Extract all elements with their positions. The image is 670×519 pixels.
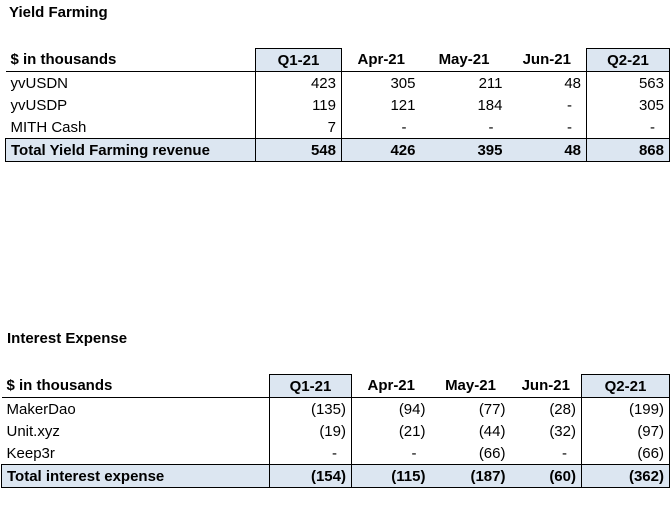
yield-farming-table: $ in thousands Q1-21 Apr-21 May-21 Jun-2… [5,48,670,162]
cell-jun: (28) [549,400,576,418]
cell-q1: - [269,442,352,465]
total-row: Total Yield Farming revenue 548 426 395 … [5,138,670,162]
total-q1: (154) [269,464,352,488]
table-row: Keep3r - - (66) - (66) [2,442,670,465]
cell-apr: - [411,444,417,462]
cell-q2: (97) [581,420,670,442]
table-row: MITH Cash 7 - - - - [6,116,670,139]
cell-q2: (199) [581,397,670,420]
total-q2: 868 [586,138,670,162]
cell-q1: 7 [255,116,342,139]
header-may: May-21 [420,48,508,72]
table-row: yvUSDP 119 121 184 - 305 [6,94,670,116]
total-jun: 48 [507,138,587,162]
header-q2: Q2-21 [581,374,670,398]
table-header-row: $ in thousands Q1-21 Apr-21 May-21 Jun-2… [5,48,670,72]
cell-apr: 305 [390,74,416,92]
header-q2: Q2-21 [586,48,670,72]
yield-farming-title: Yield Farming [9,4,108,21]
cell-jun: - [567,118,572,136]
interest-expense-table: $ in thousands Q1-21 Apr-21 May-21 Jun-2… [1,374,670,488]
table-row: yvUSDN 423 305 211 48 563 [6,71,670,94]
total-row: Total interest expense (154) (115) (187)… [1,464,670,488]
cell-jun: (32) [549,422,576,440]
header-apr: Apr-21 [351,374,431,398]
total-jun: (60) [510,464,582,488]
row-label: Unit.xyz [6,422,60,440]
header-jun: Jun-21 [510,374,582,398]
cell-q2: - [586,116,670,139]
cell-may: (44) [478,422,506,440]
header-may: May-21 [430,374,511,398]
cell-q1: 119 [255,94,342,116]
total-q2: (362) [581,464,670,488]
header-label: $ in thousands [1,374,270,398]
header-q1: Q1-21 [269,374,352,398]
row-label: yvUSDN [10,74,69,92]
cell-q1: (135) [269,397,352,420]
table-row: Unit.xyz (19) (21) (44) (32) (97) [2,420,670,442]
cell-jun: 48 [564,74,581,92]
row-label: Keep3r [6,444,55,462]
header-apr: Apr-21 [341,48,421,72]
header-jun: Jun-21 [507,48,587,72]
cell-may: 184 [477,96,503,114]
table-header-row: $ in thousands Q1-21 Apr-21 May-21 Jun-2… [1,374,670,398]
cell-jun: - [567,96,572,114]
total-label: Total Yield Farming revenue [5,138,256,162]
cell-may: 211 [478,74,503,92]
row-label: yvUSDP [10,96,68,114]
cell-apr: 121 [390,96,416,114]
header-label: $ in thousands [5,48,256,72]
cell-apr: - [401,118,407,136]
cell-may: - [488,118,494,136]
total-may: (187) [430,464,511,488]
total-may: 395 [420,138,508,162]
header-q1: Q1-21 [255,48,342,72]
row-label: MITH Cash [10,118,87,136]
row-label: MakerDao [6,400,76,418]
cell-may: (66) [478,444,506,462]
cell-apr: (21) [398,422,426,440]
cell-q2: 563 [586,71,670,94]
cell-may: (77) [478,400,506,418]
total-apr: 426 [341,138,421,162]
cell-apr: (94) [398,400,426,418]
cell-q1: 423 [255,71,342,94]
total-q1: 548 [255,138,342,162]
cell-q2: 305 [586,94,670,116]
cell-q1: (19) [269,420,352,442]
interest-expense-title: Interest Expense [7,330,128,347]
total-apr: (115) [351,464,431,488]
total-label: Total interest expense [1,464,270,488]
table-row: MakerDao (135) (94) (77) (28) (199) [2,397,670,420]
cell-jun: - [562,444,567,462]
cell-q2: (66) [581,442,670,465]
